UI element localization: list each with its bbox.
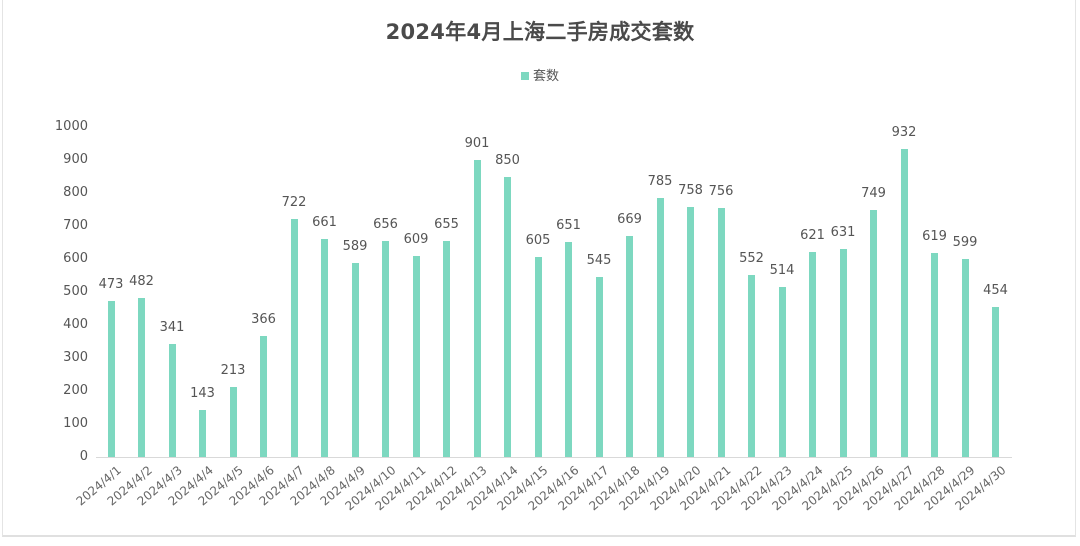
bar-value-label: 758 [678, 182, 703, 198]
bar-value-label: 552 [739, 250, 764, 266]
bar-value-label: 661 [312, 214, 337, 230]
bar [504, 176, 511, 457]
bar [870, 209, 877, 457]
bar-value-label: 749 [861, 185, 886, 201]
bar-value-label: 545 [586, 253, 612, 269]
bar-value-label: 605 [525, 233, 551, 249]
bar [656, 197, 664, 457]
bar [412, 256, 420, 457]
bar [809, 252, 816, 457]
bar-value-label: 655 [434, 216, 459, 232]
bar [778, 287, 786, 457]
bar [321, 238, 328, 457]
bar-value-label: 599 [952, 235, 978, 251]
y-tick-label: 800 [63, 185, 88, 200]
bar-value-label: 454 [983, 283, 1008, 299]
bar-value-label: 669 [617, 212, 642, 228]
bar [290, 218, 298, 457]
bar-value-label: 756 [708, 183, 734, 199]
bar-value-label: 589 [342, 238, 368, 254]
chart-legend: 套数 [0, 65, 1080, 84]
legend-label: 套数 [532, 69, 559, 84]
bar-value-label: 785 [647, 173, 673, 189]
y-tick-label: 0 [79, 449, 88, 464]
bar-value-label: 722 [281, 194, 307, 210]
y-tick-label: 500 [63, 284, 88, 299]
y-tick-label: 700 [63, 218, 88, 233]
y-tick-label: 900 [63, 152, 88, 167]
bar [900, 149, 908, 457]
bar [626, 236, 633, 457]
legend-swatch-icon [520, 72, 529, 80]
bar-value-label: 482 [129, 273, 154, 289]
bar [260, 336, 267, 457]
bar-value-label: 850 [495, 152, 520, 168]
bar-value-label: 609 [403, 232, 429, 248]
y-tick-label: 300 [63, 350, 88, 365]
y-tick-label: 600 [63, 251, 88, 266]
bar [138, 297, 145, 457]
y-tick-label: 400 [63, 317, 88, 332]
bar [199, 409, 206, 457]
bar [717, 207, 725, 457]
bar [443, 240, 450, 457]
bar [748, 274, 755, 457]
bar [229, 386, 237, 457]
y-tick-label: 100 [63, 416, 88, 431]
bar [565, 242, 572, 457]
bar-value-label: 143 [190, 385, 215, 401]
bar-value-label: 631 [830, 224, 856, 240]
y-tick-label: 1000 [54, 119, 88, 134]
bar [687, 206, 694, 457]
bar-value-label: 341 [159, 320, 185, 336]
bar-value-label: 619 [922, 228, 947, 244]
bar [168, 344, 176, 457]
chart-frame [2, 0, 1076, 537]
bar-value-label: 901 [464, 135, 490, 151]
bar-value-label: 473 [98, 276, 124, 292]
bar [931, 252, 938, 457]
bar-value-label: 514 [769, 263, 795, 279]
bar-value-label: 651 [556, 218, 581, 234]
bar [839, 248, 847, 457]
bar [107, 300, 115, 457]
chart-title: 2024年4月上海二手房成交套数 [385, 20, 695, 44]
bar [595, 277, 603, 457]
x-axis-line [96, 457, 1012, 458]
bar [961, 259, 969, 457]
bar-value-label: 213 [220, 362, 246, 378]
bar [473, 159, 481, 457]
bar [351, 262, 359, 457]
bar-value-label: 932 [891, 125, 917, 141]
bar-value-label: 621 [800, 228, 825, 244]
bar [382, 240, 389, 457]
y-tick-label: 200 [63, 383, 88, 398]
bar-value-label: 366 [251, 312, 276, 328]
bar [534, 257, 542, 457]
bar [992, 307, 999, 457]
bar-value-label: 656 [373, 216, 398, 232]
